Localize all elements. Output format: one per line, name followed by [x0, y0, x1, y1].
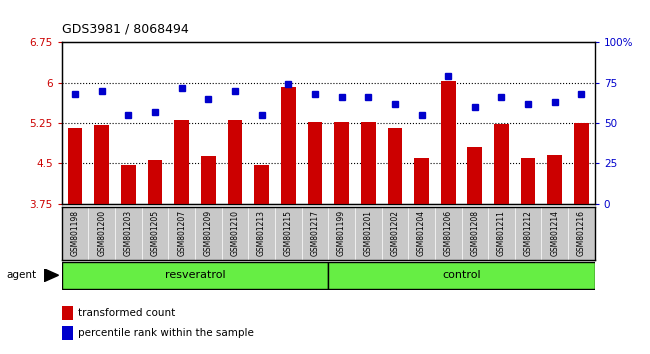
Text: percentile rank within the sample: percentile rank within the sample [78, 328, 254, 338]
Text: GSM801209: GSM801209 [204, 210, 213, 256]
Bar [334, 122, 349, 204]
Text: GSM801207: GSM801207 [177, 210, 186, 256]
Text: transformed count: transformed count [78, 308, 176, 318]
Bar [201, 156, 216, 204]
Text: GSM801200: GSM801200 [98, 210, 106, 256]
Text: GSM801217: GSM801217 [311, 210, 319, 256]
Bar [574, 123, 589, 204]
Text: GSM801203: GSM801203 [124, 210, 133, 256]
Text: GDS3981 / 8068494: GDS3981 / 8068494 [62, 22, 188, 35]
Bar [387, 129, 402, 204]
Text: agent: agent [6, 270, 36, 280]
Bar [281, 87, 296, 204]
Bar [494, 124, 509, 204]
Text: GSM801212: GSM801212 [524, 210, 532, 256]
Text: GSM801199: GSM801199 [337, 210, 346, 256]
Bar [307, 122, 322, 204]
Text: GSM801205: GSM801205 [151, 210, 159, 256]
Text: GSM801202: GSM801202 [391, 210, 399, 256]
Bar [467, 147, 482, 204]
Bar [62, 262, 328, 289]
Text: GSM801215: GSM801215 [284, 210, 292, 256]
Bar [441, 81, 456, 204]
Text: resveratrol: resveratrol [164, 270, 226, 280]
Text: control: control [442, 270, 481, 280]
Bar [227, 120, 242, 204]
Text: GSM801211: GSM801211 [497, 210, 506, 256]
Polygon shape [44, 269, 58, 282]
Bar [94, 125, 109, 204]
Bar [521, 158, 536, 204]
Text: GSM801206: GSM801206 [444, 210, 452, 256]
Text: GSM801204: GSM801204 [417, 210, 426, 256]
Text: GSM801201: GSM801201 [364, 210, 372, 256]
Text: GSM801214: GSM801214 [551, 210, 559, 256]
Bar [361, 122, 376, 204]
Text: GSM801210: GSM801210 [231, 210, 239, 256]
Text: GSM801198: GSM801198 [71, 210, 79, 256]
Bar [414, 158, 429, 204]
Bar [174, 120, 189, 204]
Text: GSM801213: GSM801213 [257, 210, 266, 256]
Text: GSM801216: GSM801216 [577, 210, 586, 256]
Bar [148, 160, 162, 204]
Bar [328, 262, 595, 289]
Bar [121, 165, 136, 204]
Bar [68, 129, 83, 204]
Text: GSM801208: GSM801208 [471, 210, 479, 256]
Bar [547, 155, 562, 204]
Bar [254, 165, 269, 204]
